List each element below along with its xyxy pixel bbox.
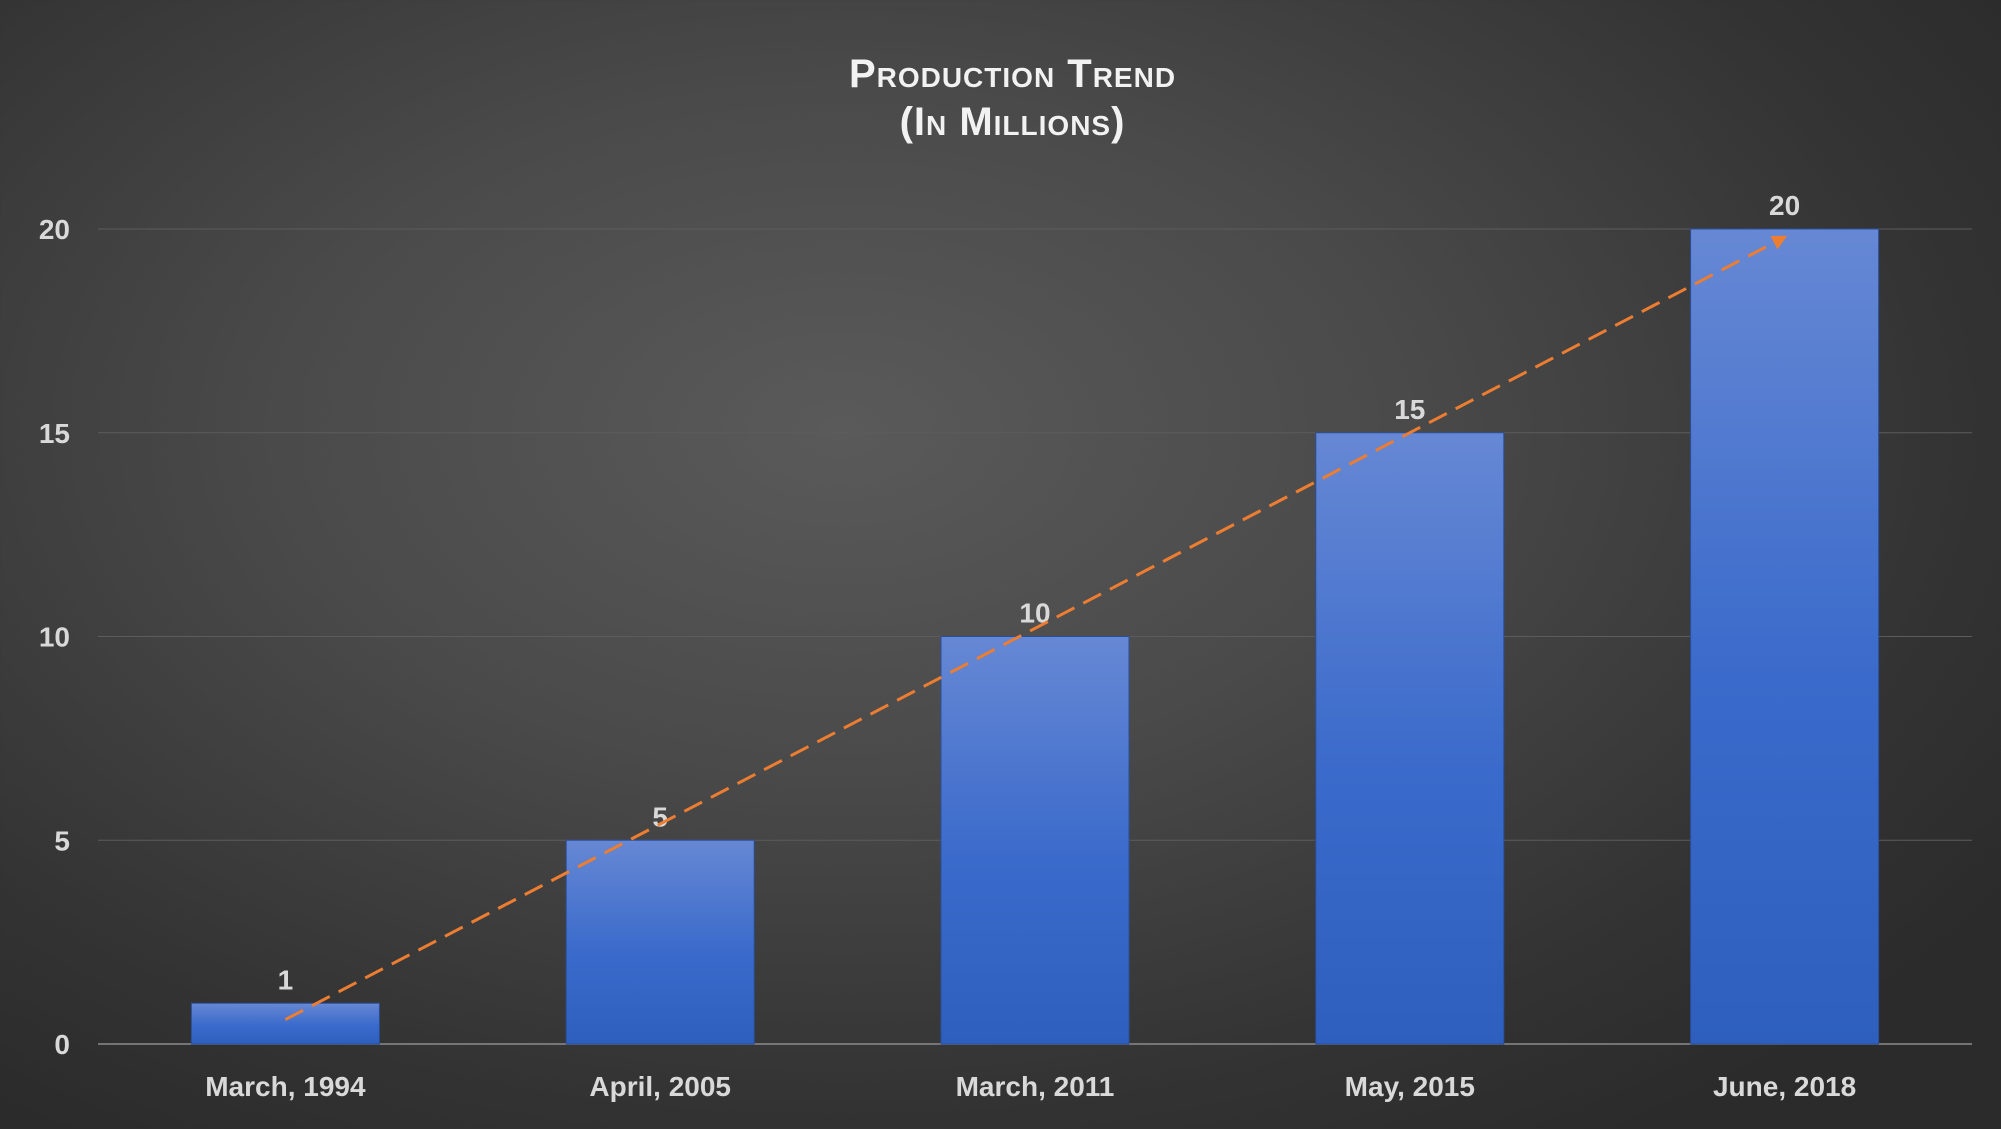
y-tick-label: 5 bbox=[54, 825, 70, 856]
x-tick-label: June, 2018 bbox=[1713, 1071, 1856, 1102]
x-tick-label: April, 2005 bbox=[589, 1071, 731, 1102]
y-tick-label: 20 bbox=[39, 214, 70, 245]
y-tick-label: 0 bbox=[54, 1029, 70, 1060]
chart-subtitle: (In Millions) bbox=[899, 100, 1126, 144]
y-tick-label: 10 bbox=[39, 622, 70, 653]
y-tick-label: 15 bbox=[39, 418, 70, 449]
bar bbox=[940, 636, 1130, 1045]
x-tick-label: March, 1994 bbox=[205, 1071, 366, 1102]
bar bbox=[565, 839, 755, 1045]
data-label: 20 bbox=[1769, 190, 1800, 221]
data-label: 1 bbox=[278, 964, 294, 995]
trend-line bbox=[284, 235, 1788, 1021]
y-axis: 0 5 10 15 20 bbox=[39, 214, 70, 1060]
bar bbox=[190, 1002, 380, 1045]
x-axis: March, 1994 April, 2005 March, 2011 May, 20… bbox=[205, 1071, 1856, 1102]
bar bbox=[1690, 228, 1880, 1045]
data-label: 15 bbox=[1394, 394, 1425, 425]
bars bbox=[190, 228, 1880, 1045]
trend-arrow bbox=[284, 235, 1788, 1021]
x-tick-label: May, 2015 bbox=[1345, 1071, 1475, 1102]
bar bbox=[1315, 432, 1505, 1045]
chart-title: Production Trend bbox=[848, 52, 1177, 96]
x-tick-label: March, 2011 bbox=[956, 1071, 1115, 1102]
data-label: 5 bbox=[652, 801, 668, 832]
